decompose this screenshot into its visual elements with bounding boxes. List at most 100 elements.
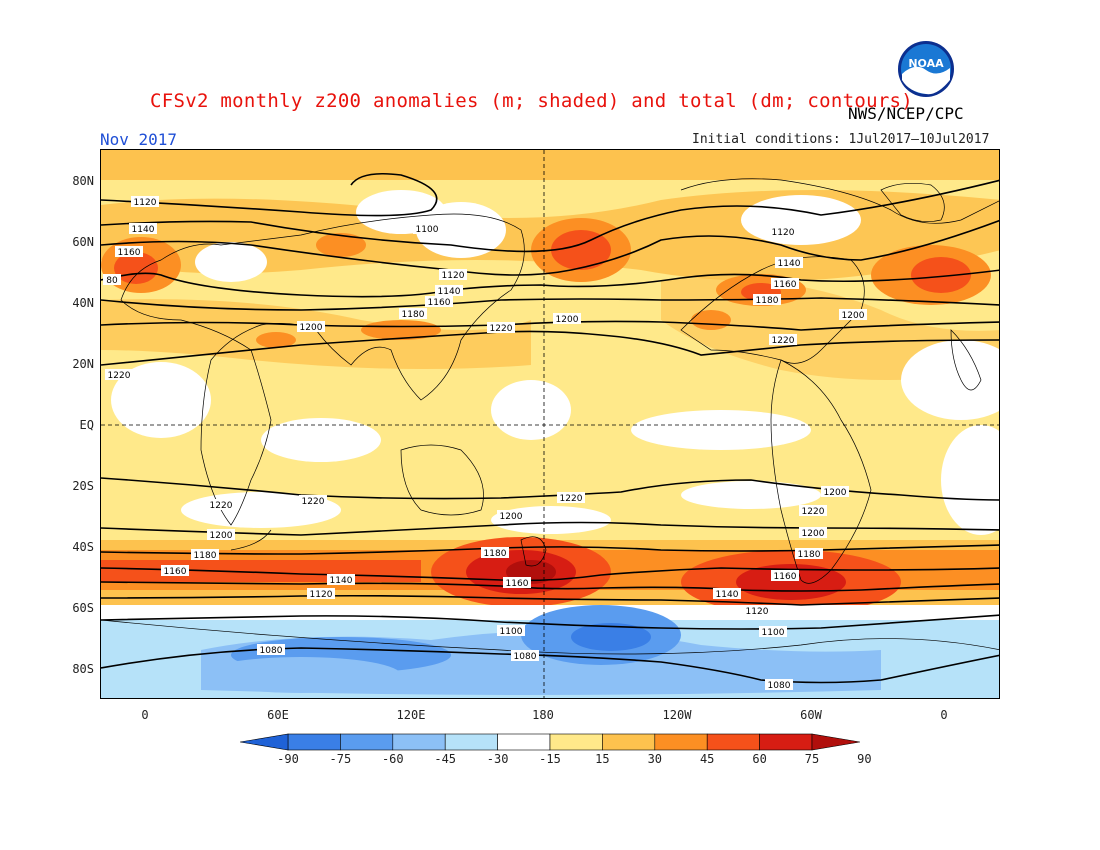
contour-label: 1140 <box>775 257 803 269</box>
svg-text:1140: 1140 <box>132 225 155 235</box>
map-panel: 1120 1140 1160 80 1100 1120 1140 1160 11… <box>100 149 1000 699</box>
color-bar-segment <box>340 733 394 751</box>
svg-text:1200: 1200 <box>500 512 523 522</box>
contour-label: 1220 <box>207 499 235 511</box>
contour-label: 1080 <box>765 679 793 691</box>
color-bar-label: 60 <box>752 752 767 766</box>
svg-text:1220: 1220 <box>802 507 825 517</box>
svg-text:1200: 1200 <box>556 315 579 325</box>
contour-label: 1220 <box>557 492 585 504</box>
svg-text:1100: 1100 <box>500 627 523 637</box>
lon-label: 60E <box>267 708 289 722</box>
contour-label: 1160 <box>425 296 453 308</box>
svg-text:1120: 1120 <box>442 271 465 281</box>
color-bar-segment <box>654 733 708 751</box>
contour-label: 1140 <box>129 223 157 235</box>
color-bar-label: -75 <box>329 752 352 766</box>
color-bar-label: -30 <box>486 752 509 766</box>
color-bar-segment <box>287 733 341 751</box>
lon-label: 0 <box>940 708 948 722</box>
contour-label: 1200 <box>553 313 581 325</box>
svg-text:1180: 1180 <box>798 550 821 560</box>
contour-label: 80 <box>103 274 121 286</box>
contour-label: 1180 <box>753 294 781 306</box>
svg-text:1120: 1120 <box>746 607 769 617</box>
height-contours <box>101 172 999 684</box>
svg-text:1220: 1220 <box>772 336 795 346</box>
contour-label: 1120 <box>743 605 771 617</box>
lat-label: 40S <box>72 540 94 554</box>
svg-text:1160: 1160 <box>774 280 797 290</box>
svg-text:1140: 1140 <box>778 259 801 269</box>
contour-label: 1120 <box>439 269 467 281</box>
contour-label: 1140 <box>435 285 463 297</box>
color-bar-label: -45 <box>434 752 457 766</box>
contour-label: 1160 <box>161 565 189 577</box>
svg-text:1200: 1200 <box>802 529 825 539</box>
contour-label: 1120 <box>307 588 335 600</box>
contour-label: 1100 <box>497 625 525 637</box>
svg-text:1160: 1160 <box>118 248 141 258</box>
contour-label: 1180 <box>191 549 219 561</box>
svg-text:1140: 1140 <box>330 576 353 586</box>
svg-text:1120: 1120 <box>310 590 333 600</box>
color-bar-left-arrow <box>240 733 289 751</box>
color-bar-label: 90 <box>857 752 872 766</box>
contour-label: 1200 <box>839 309 867 321</box>
noaa-logo-text: NOAA <box>908 57 944 70</box>
svg-text:1220: 1220 <box>210 501 233 511</box>
color-bar-segment <box>497 733 551 751</box>
svg-text:80: 80 <box>106 276 118 286</box>
color-bar-right-arrow <box>811 733 860 751</box>
map-title: CFSv2 monthly z200 anomalies (m; shaded)… <box>150 90 914 112</box>
lat-label: 60N <box>72 235 94 249</box>
contour-label: 1160 <box>503 577 531 589</box>
contour-label: 1220 <box>487 322 515 334</box>
svg-text:1140: 1140 <box>438 287 461 297</box>
color-bar-segment <box>759 733 813 751</box>
color-bar-label: 15 <box>595 752 610 766</box>
svg-text:1220: 1220 <box>490 324 513 334</box>
lon-label: 120W <box>662 708 692 722</box>
color-bar-segment <box>602 733 656 751</box>
contour-label: 1220 <box>105 369 133 381</box>
svg-text:1160: 1160 <box>428 298 451 308</box>
contour-label: 1180 <box>481 547 509 559</box>
color-bar-segment <box>392 733 446 751</box>
contour-label: 1220 <box>299 495 327 507</box>
contour-label: 1180 <box>795 548 823 560</box>
lat-label: 20S <box>72 479 94 493</box>
lat-label: 20N <box>72 357 94 371</box>
svg-text:1180: 1180 <box>402 310 425 320</box>
contour-label: 1220 <box>799 505 827 517</box>
svg-text:1120: 1120 <box>772 228 795 238</box>
lon-label: 60W <box>800 708 822 722</box>
contour-label: 1140 <box>713 588 741 600</box>
color-bar-label: 45 <box>699 752 715 766</box>
lat-label: EQ <box>79 418 94 432</box>
agency-label: NWS/NCEP/CPC <box>848 104 964 123</box>
color-bar-label: -90 <box>277 752 299 766</box>
svg-text:1220: 1220 <box>560 494 583 504</box>
svg-text:1080: 1080 <box>768 681 791 691</box>
color-bar-label: -60 <box>381 752 404 766</box>
contour-label: 1100 <box>759 626 787 638</box>
color-bar-segment <box>549 733 603 751</box>
lon-label: 120E <box>396 708 426 722</box>
svg-text:1100: 1100 <box>416 225 439 235</box>
lat-label: 40N <box>72 296 94 310</box>
svg-text:1180: 1180 <box>756 296 779 306</box>
color-bar-label: 30 <box>647 752 663 766</box>
contour-label: 1200 <box>207 529 235 541</box>
svg-text:1200: 1200 <box>842 311 865 321</box>
color-bar-segment <box>444 733 498 751</box>
coastlines <box>101 178 999 655</box>
lat-label: 80N <box>72 174 94 188</box>
contour-labels: 1120 1140 1160 80 1100 1120 1140 1160 11… <box>103 196 867 691</box>
contour-label: 1100 <box>413 223 441 235</box>
contour-label: 1200 <box>497 510 525 522</box>
svg-text:1200: 1200 <box>824 488 847 498</box>
svg-text:1200: 1200 <box>300 323 323 333</box>
contour-label: 1200 <box>799 527 827 539</box>
anomaly-map: 1120 1140 1160 80 1100 1120 1140 1160 11… <box>101 150 999 698</box>
